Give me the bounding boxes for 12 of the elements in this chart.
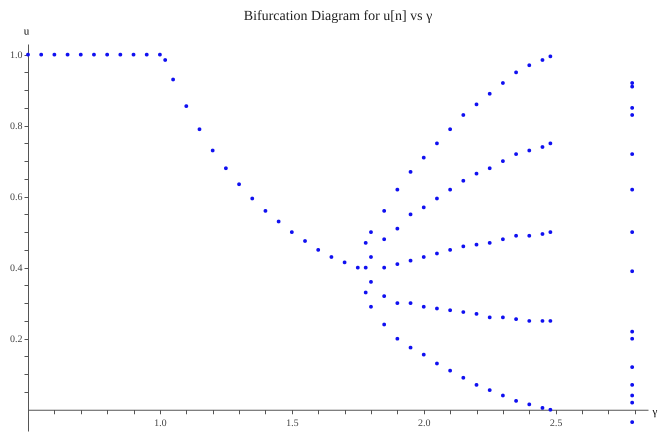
y-tick-label: 0.4 — [10, 263, 22, 274]
x-tick-label: 2.5 — [550, 418, 562, 430]
y-axis-title: u — [24, 26, 30, 38]
x-tick-label: 1.0 — [154, 418, 167, 430]
y-tick-label: 0.8 — [10, 121, 22, 132]
y-tick-label: 0.6 — [10, 192, 22, 204]
x-tick-label: 2.0 — [418, 418, 430, 430]
x-axis-title: γ — [652, 406, 658, 418]
chart-title: Bifurcation Diagram for u[n] vs γ — [244, 9, 432, 24]
y-tick-label: 0.2 — [10, 334, 22, 346]
x-tick-label: 1.5 — [286, 418, 299, 430]
y-tick-label: 1.0 — [10, 50, 22, 62]
